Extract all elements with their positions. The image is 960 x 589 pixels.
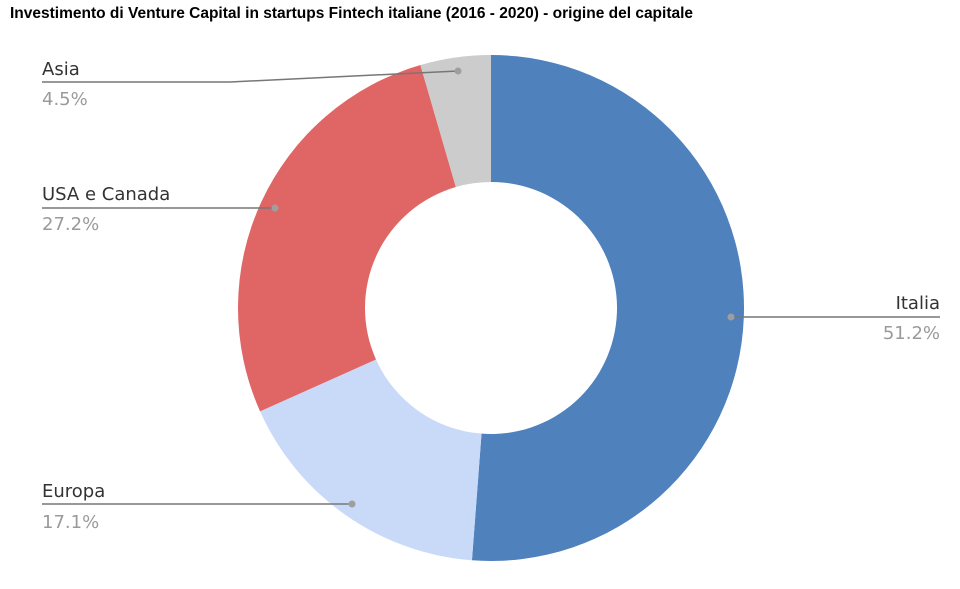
- leader-line: [42, 70, 459, 83]
- slice-label: Europa: [42, 481, 105, 502]
- labels-group: Italia 51.2% Europa 17.1% USA e Canada 27.2% A…: [42, 59, 940, 533]
- leader-dot: [348, 500, 356, 508]
- slice-percent-label: 27.2%: [42, 214, 99, 235]
- leader-dot: [727, 313, 735, 321]
- slices-group: [237, 55, 744, 561]
- slice-italia: [471, 55, 744, 561]
- leader-dot: [271, 204, 279, 212]
- slice-label: Italia: [896, 293, 940, 314]
- leader-dot: [454, 67, 462, 75]
- leader-lines-group: [42, 67, 940, 508]
- slice-label: Asia: [42, 59, 80, 80]
- slice-percent-label: 17.1%: [42, 512, 99, 533]
- slice-label: USA e Canada: [42, 184, 170, 205]
- slice-asia: [420, 55, 491, 188]
- slice-percent-label: 4.5%: [42, 89, 88, 110]
- slice-usa-e-canada: [237, 65, 456, 412]
- slice-europa: [260, 359, 482, 561]
- slice-percent-label: 51.2%: [883, 323, 940, 344]
- chart-title: Investimento di Venture Capital in start…: [10, 5, 694, 22]
